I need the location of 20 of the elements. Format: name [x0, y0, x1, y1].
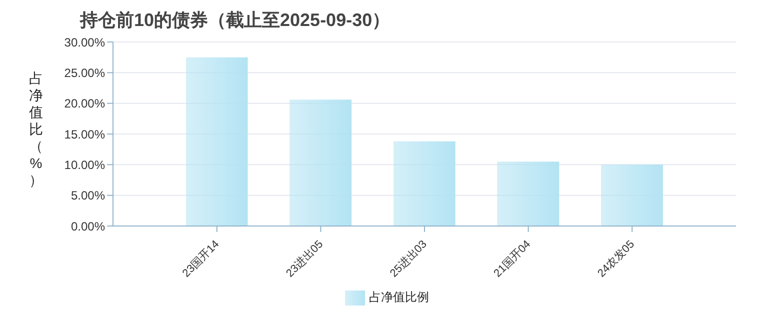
legend-label: 占净值比例: [369, 290, 429, 304]
y-tick-label: 20.00%: [64, 96, 106, 111]
y-tick-label: 0.00%: [70, 219, 106, 234]
bar: [186, 57, 248, 226]
x-tick-label: 25进出03: [387, 238, 430, 280]
x-tick-label: 24农发05: [596, 238, 637, 280]
bar: [393, 141, 456, 226]
x-tick-label: 21国开04: [492, 238, 534, 280]
bar: [290, 100, 352, 226]
y-tick-label: 30.00%: [64, 35, 106, 50]
y-tick-label: 15.00%: [64, 127, 106, 142]
y-tick-label: 10.00%: [64, 158, 106, 172]
chart-title: 持仓前10的债券（截止至2025-09-30）: [80, 9, 390, 32]
y-axis-title: 占净值比（%）: [29, 70, 43, 188]
bar: [497, 162, 560, 226]
x-tick-label: 23进出05: [283, 238, 326, 280]
bar: [600, 164, 663, 226]
y-tick-label: 25.00%: [64, 66, 106, 80]
y-tick-label: 5.00%: [70, 188, 106, 203]
x-tick-label: 23国开14: [180, 238, 222, 280]
